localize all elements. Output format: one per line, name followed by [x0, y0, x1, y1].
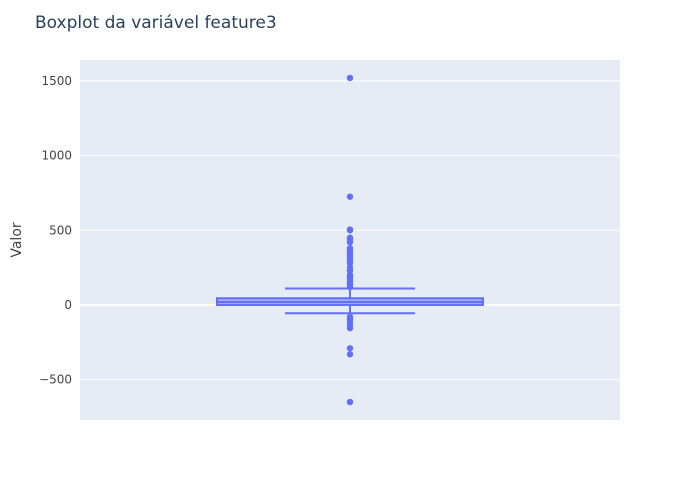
y-tick-label: 500 — [49, 223, 72, 237]
outlier-point — [346, 345, 354, 352]
box-series[interactable] — [216, 287, 484, 315]
outlier-points[interactable] — [346, 74, 354, 406]
y-tick-label: 1000 — [41, 149, 72, 163]
outlier-point — [346, 398, 354, 406]
y-tick-label: −500 — [39, 373, 72, 387]
outlier-point — [346, 351, 354, 358]
outlier-point — [346, 239, 354, 246]
y-axis-ticks: −500 0 500 1000 1500 — [39, 74, 72, 387]
outlier-point — [346, 193, 354, 200]
outlier-point — [346, 324, 354, 332]
outlier-point — [346, 283, 354, 291]
outlier-point — [346, 267, 354, 274]
y-tick-label: 0 — [64, 298, 72, 312]
outlier-point — [346, 259, 354, 267]
y-tick-label: 1500 — [41, 74, 72, 88]
outlier-point — [346, 227, 354, 234]
chart-title: Boxplot da variável feature3 — [35, 13, 277, 33]
outlier-point — [346, 74, 354, 82]
y-axis-label: Valor — [9, 222, 25, 258]
